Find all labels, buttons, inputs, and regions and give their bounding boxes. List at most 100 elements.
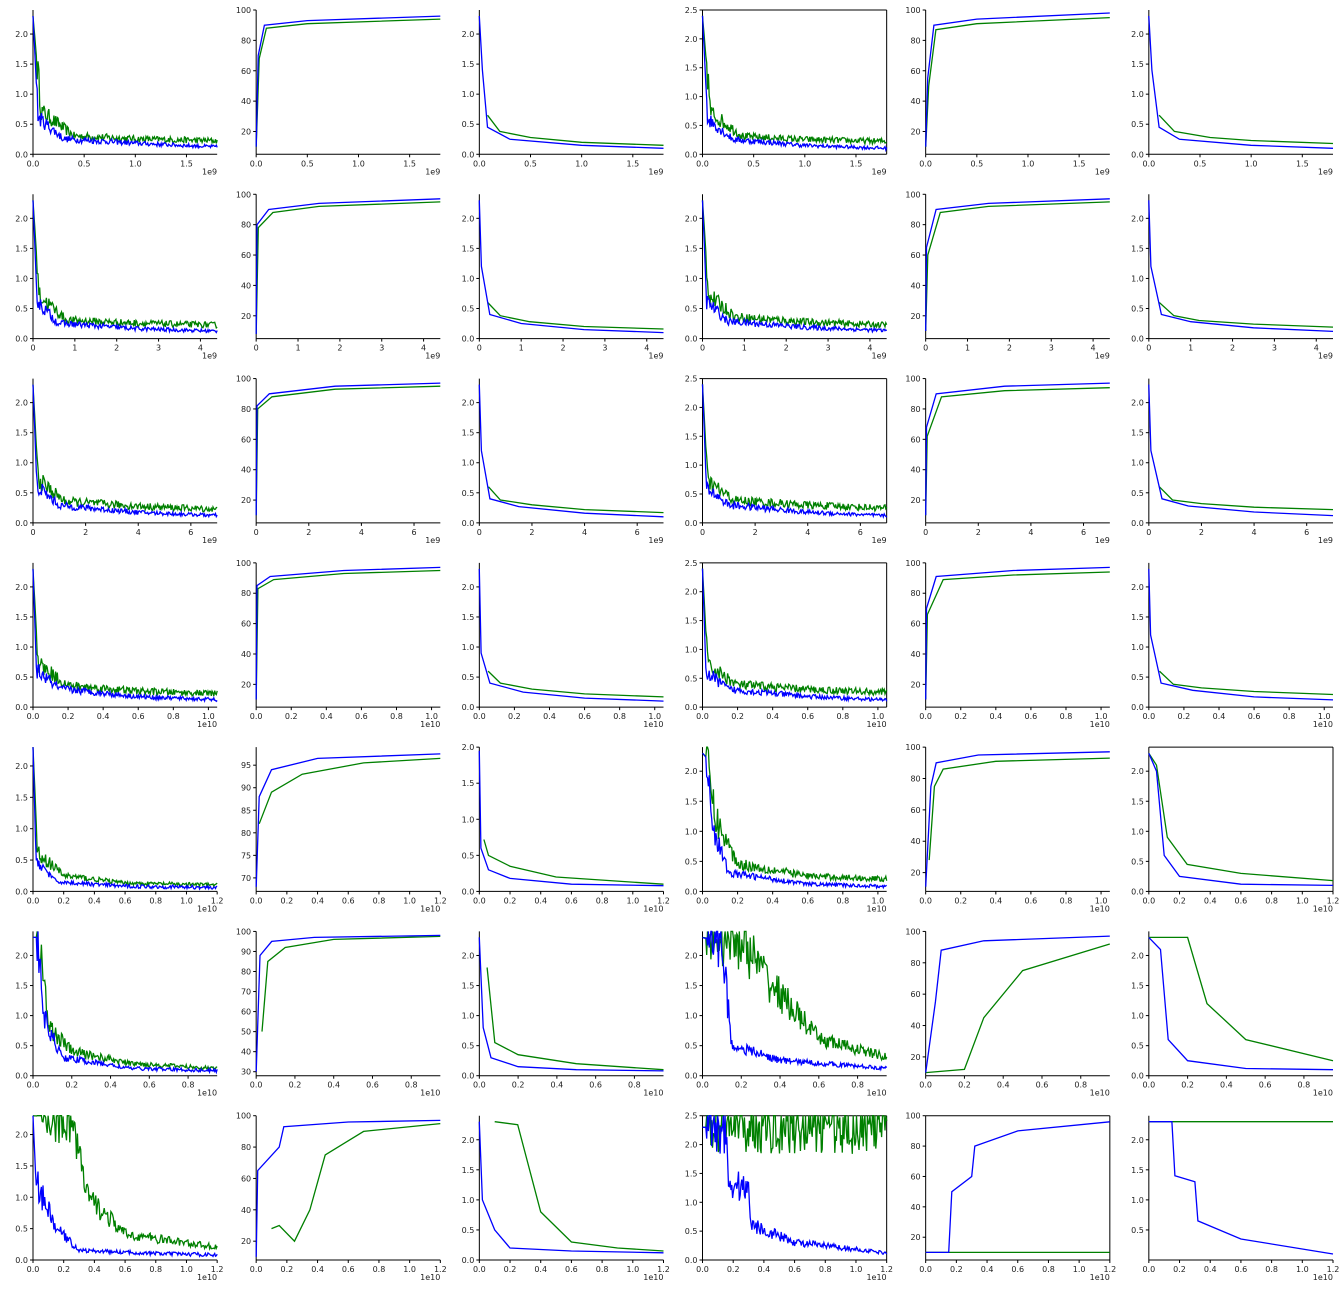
y-tick-label: 40	[910, 466, 920, 475]
x-tick-label: 0.4	[758, 1265, 771, 1274]
x-tick-label: 0.6	[1235, 1265, 1248, 1274]
green-series-line	[486, 967, 664, 1071]
x-tick-label: 2	[560, 344, 565, 353]
green-series-line	[494, 1121, 664, 1252]
y-tick-label: 0.0	[15, 150, 28, 159]
green-series-line	[32, 747, 218, 889]
y-tick-label: 20	[910, 869, 920, 878]
y-tick-label: 40	[241, 1048, 251, 1057]
x-tick-label: 0.6	[565, 896, 578, 905]
y-tick-label: 50	[241, 1028, 251, 1037]
blue-series-line	[32, 747, 218, 891]
x-tick-label: 0.6	[1036, 1081, 1049, 1090]
green-series-line	[702, 930, 888, 1062]
y-tick-label: 0.5	[462, 1042, 475, 1051]
y-tick-label: 2.5	[685, 1112, 698, 1121]
y-tick-label: 80	[910, 36, 920, 45]
x-tick-label: 0.6	[812, 1081, 825, 1090]
x-tick-label: 6	[858, 528, 863, 537]
x-tick-label: 0.2	[285, 712, 298, 721]
x-tick-label: 4	[136, 528, 141, 537]
y-tick-label: 80	[241, 968, 251, 977]
x-tick-label: 0.0	[250, 896, 263, 905]
x-tick-label: 0	[923, 344, 928, 353]
y-tick-label: 1.0	[462, 459, 475, 468]
x-offset-label: 1e10	[197, 1273, 217, 1282]
y-tick-label: 40	[910, 1203, 920, 1212]
y-tick-label: 1.5	[1131, 429, 1144, 438]
x-tick-label: 0.6	[132, 712, 145, 721]
y-tick-label: 40	[241, 97, 251, 106]
x-tick-label: 0.8	[373, 896, 386, 905]
blue-series-line	[701, 384, 888, 520]
x-offset-label: 1e9	[425, 167, 440, 176]
green-series-line	[702, 1114, 888, 1154]
x-tick-label: 4	[198, 344, 203, 353]
x-tick-label: 0.8	[851, 1081, 864, 1090]
y-tick-label: 1.0	[685, 1198, 698, 1207]
x-tick-label: 1.0	[180, 1265, 193, 1274]
y-tick-label: 0.5	[15, 120, 28, 129]
y-tick-label: 1.5	[1131, 1166, 1144, 1175]
y-tick-label: 20	[241, 128, 251, 137]
x-tick-label: 0.4	[766, 712, 779, 721]
blue-series-line	[33, 931, 218, 1075]
y-tick-label: 1.0	[462, 1012, 475, 1021]
x-offset-label: 1e9	[425, 536, 440, 545]
x-offset-label: 1e10	[866, 1273, 886, 1282]
x-offset-label: 1e10	[1090, 1273, 1110, 1282]
y-tick-label: 1.0	[1131, 1196, 1144, 1205]
x-offset-label: 1e10	[420, 904, 440, 913]
x-tick-label: 0.2	[1178, 712, 1191, 721]
x-tick-label: 0.4	[774, 1081, 787, 1090]
y-tick-label: 100	[905, 743, 920, 752]
x-offset-label: 1e10	[197, 720, 217, 729]
x-tick-label: 0.4	[88, 1265, 101, 1274]
y-tick-label: 70	[241, 874, 251, 883]
x-tick-label: 0.8	[1283, 712, 1296, 721]
x-tick-label: 0.8	[1265, 896, 1278, 905]
green-series-line	[486, 114, 664, 146]
x-offset-label: 1e9	[202, 352, 217, 361]
x-tick-label: 0.8	[596, 1265, 609, 1274]
y-tick-label: 0.5	[462, 120, 475, 129]
y-tick-label: 2.0	[685, 35, 698, 44]
x-tick-label: 0.6	[1235, 896, 1248, 905]
x-tick-label: 0.0	[696, 1265, 709, 1274]
y-tick-label: 1.5	[15, 793, 28, 802]
y-tick-label: 60	[910, 1172, 920, 1181]
y-tick-label: 0.0	[685, 887, 698, 896]
y-tick-label: 1.0	[15, 643, 28, 652]
x-tick-label: 0.0	[1142, 712, 1155, 721]
x-tick-label: 1.0	[1022, 159, 1035, 168]
y-tick-label: 0.0	[15, 887, 28, 896]
y-tick-label: 1.5	[15, 429, 28, 438]
x-tick-label: 1.2	[211, 896, 224, 905]
x-tick-label: 0	[700, 344, 705, 353]
y-tick-label: 100	[905, 6, 920, 15]
x-tick-label: 0.2	[504, 1265, 517, 1274]
blue-series-line	[1148, 1121, 1334, 1255]
y-tick-label: 0.5	[685, 121, 698, 130]
x-tick-label: 0	[700, 528, 705, 537]
y-tick-label: 0.5	[462, 673, 475, 682]
y-tick-label: 40	[910, 837, 920, 846]
y-tick-label: 60	[241, 620, 251, 629]
green-series-line	[32, 1115, 218, 1252]
x-tick-label: 0.4	[1213, 712, 1226, 721]
y-tick-label: 100	[236, 927, 251, 936]
x-tick-label: 0.0	[27, 1265, 40, 1274]
green-series-line	[487, 670, 664, 698]
y-tick-label: 0.5	[685, 1227, 698, 1236]
y-tick-label: 40	[241, 650, 251, 659]
y-tick-label: 1.5	[462, 244, 475, 253]
x-tick-label: 1.5	[180, 159, 193, 168]
x-tick-label: 1.0	[1095, 896, 1108, 905]
y-tick-label: 0.0	[15, 1256, 28, 1265]
x-tick-label: 0.2	[954, 896, 967, 905]
